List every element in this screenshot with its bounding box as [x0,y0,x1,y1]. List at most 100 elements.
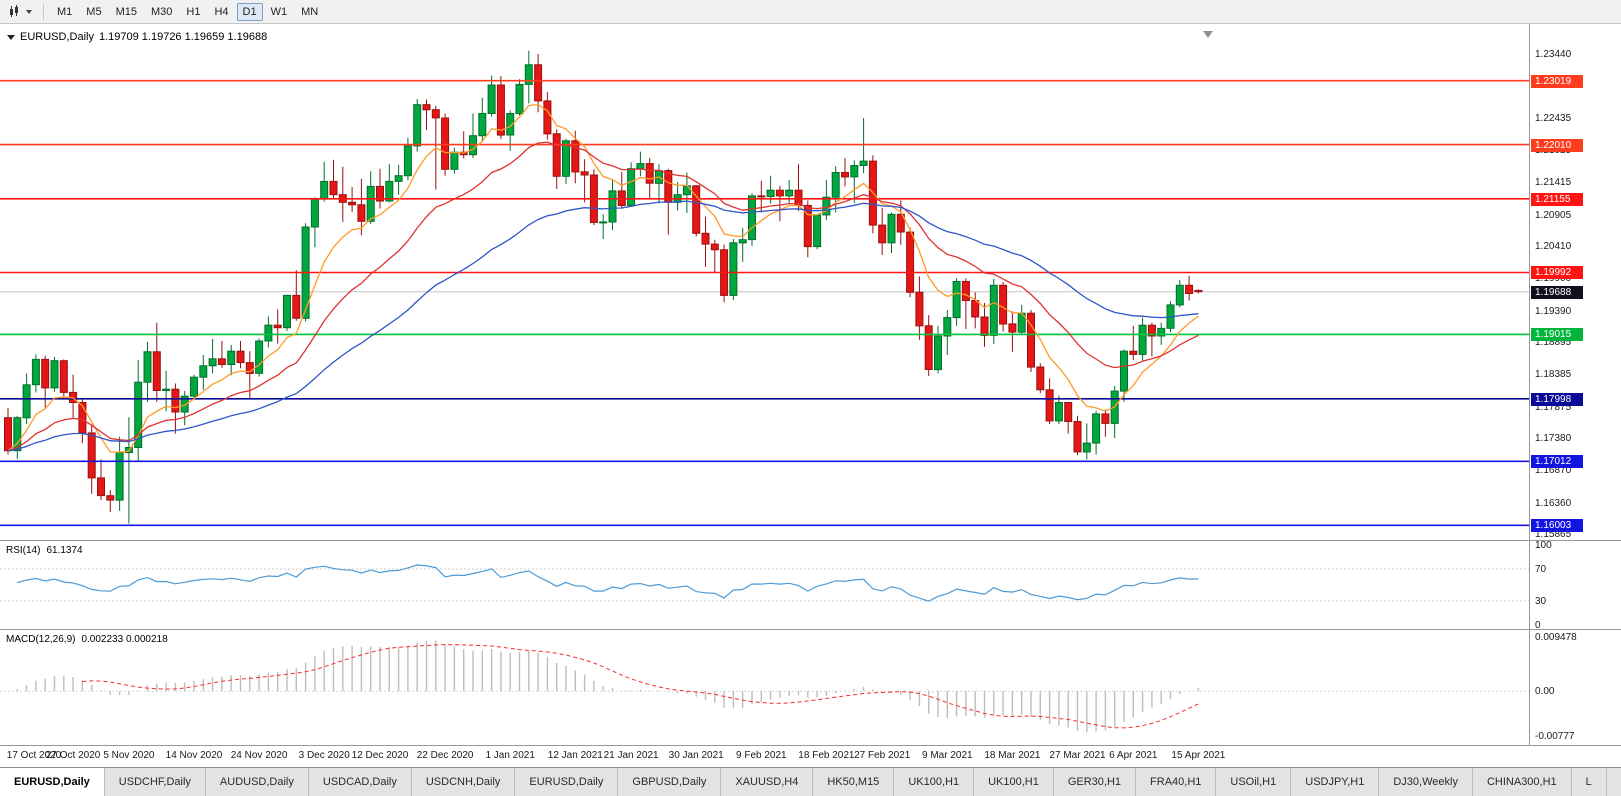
price-level-badge: 1.19992 [1531,266,1583,280]
chart-tab[interactable]: AUDUSD,Daily [205,768,309,796]
chevron-down-icon [26,9,32,14]
pane-separator[interactable] [0,745,1621,746]
rsi-chart-canvas[interactable] [0,541,1529,629]
rsi-line [17,564,1199,602]
time-axis-label: 9 Mar 2021 [922,750,973,761]
chart-tab[interactable]: HK50,M15 [813,768,895,796]
rsi-indicator-label: RSI(14) 61.1374 [6,545,83,556]
timeframe-button-m30[interactable]: M30 [145,3,178,21]
time-axis[interactable]: 17 Oct 2020 27 Oct 2020 5 Nov 2020 14 Nov 2… [0,746,1529,767]
price-axis-tick: 1.16360 [1535,497,1572,509]
chart-tab[interactable]: UK100,H1 [894,768,975,796]
price-axis-tick: 1.17875 [1535,401,1572,413]
price-axis-tick: 1.23440 [1535,48,1572,60]
chart-tab[interactable]: EURUSD,Daily [0,768,105,796]
rsi-value: 61.1374 [46,545,83,556]
current-price-badge: 1.19688 [1531,285,1583,299]
candlestick-chart-icon [10,5,18,17]
timeframe-button-m1[interactable]: M1 [51,3,78,21]
timeframe-button-d1[interactable]: D1 [236,2,263,21]
time-axis-label: 3 Dec 2020 [298,750,350,761]
price-axis-tick: 1.18895 [1535,336,1572,348]
timeframe-toolbar: M1 M5 M15 M30 H1 H4 D1 W1 MN [0,0,1621,24]
time-axis-label: 6 Apr 2021 [1109,750,1158,761]
macd-values: 0.002233 0.000218 [81,634,168,645]
timeframe-button-m5[interactable]: M5 [80,3,107,21]
price-axis-tick: 1.21415 [1535,177,1572,189]
macd-axis-label: 0.00 [1535,686,1555,698]
pane-separator[interactable] [0,540,1621,541]
time-axis-label: 18 Feb 2021 [798,750,855,761]
time-axis-label: 17 Oct 2020 [6,750,62,761]
macd-name: MACD(12,26,9) [6,634,76,645]
timeframe-button-h4[interactable]: H4 [208,3,234,21]
chart-tab[interactable]: USOil,H1 [1216,768,1292,796]
rsi-axis-label: 70 [1535,564,1547,575]
chart-tab[interactable]: L [1571,768,1607,796]
timeframe-button-m15[interactable]: M15 [110,3,143,21]
timeframe-button-mn[interactable]: MN [295,3,324,21]
pane-separator[interactable] [0,629,1621,630]
price-level-badge: 1.16003 [1531,519,1583,533]
price-axis-tick: 1.19390 [1535,305,1572,317]
price-axis-tick: 1.22435 [1535,112,1572,124]
chart-shift-marker-icon[interactable] [1203,31,1213,38]
price-axis-tick: 1.15865 [1535,529,1572,540]
chart-tab[interactable]: USDJPY,H1 [1291,768,1380,796]
price-axis-tick: 1.16870 [1535,465,1572,477]
chart-tab[interactable]: XAUUSD,H4 [721,768,814,796]
chart-tab[interactable]: UK100,H1 [974,768,1054,796]
chart-symbol-label: EURUSD,Daily [20,31,94,43]
price-axis-tick: 1.20410 [1535,240,1572,252]
time-axis-label: 18 Mar 2021 [984,750,1041,761]
price-level-badge: 1.22010 [1531,138,1583,152]
chart-tab[interactable]: USDCNH,Daily [411,768,516,796]
chart-ohlc-values: 1.19709 1.19726 1.19659 1.19688 [98,31,268,43]
price-level-badge: 1.19015 [1531,328,1583,342]
time-axis-label: 12 Dec 2020 [351,750,409,761]
chart-type-button[interactable] [4,2,37,21]
chart-tab[interactable]: USDCHF,Daily [104,768,206,796]
price-axis-tick: 1.20905 [1535,209,1572,221]
rsi-name: RSI(14) [6,545,41,556]
chart-tab[interactable]: DJ30,Weekly [1379,768,1473,796]
chart-tab[interactable]: CHINA300,H1 [1472,768,1572,796]
time-axis-label: 27 Feb 2021 [854,750,911,761]
price-level-badge: 1.17998 [1531,392,1583,406]
chart-tab[interactable]: FRA40,H1 [1136,768,1217,796]
rsi-axis-label: 30 [1535,596,1547,607]
rsi-axis-label: 0 [1535,620,1541,631]
chart-tab[interactable]: USDCAD,Daily [308,768,412,796]
time-axis-label: 21 Jan 2021 [603,750,659,761]
ma-fast-line [7,103,1199,453]
ma-medium-line [7,141,1199,452]
price-axis[interactable]: 1.234401.224351.219251.214151.209051.204… [1529,24,1621,746]
time-axis-label: 24 Nov 2020 [230,750,288,761]
time-axis-label: 15 Apr 2021 [1171,750,1226,761]
chart-tab[interactable]: GBPUSD,Daily [618,768,722,796]
chart-title: EURUSD,Daily 1.19709 1.19726 1.19659 1.1… [7,31,267,43]
macd-chart-canvas[interactable] [0,630,1529,745]
price-level-badge: 1.23019 [1531,74,1583,88]
price-chart-canvas[interactable] [0,24,1529,540]
chart-tab[interactable]: EURUSD,Daily [515,768,619,796]
time-axis-label: 22 Dec 2020 [416,750,474,761]
macd-axis-label: -0.00777 [1535,731,1575,742]
toolbar-separator [43,3,44,20]
time-axis-label: 14 Nov 2020 [165,750,223,761]
price-level-badge: 1.17012 [1531,455,1583,469]
timeframe-button-w1[interactable]: W1 [265,3,294,21]
macd-axis-label: 0.009478 [1535,632,1577,643]
time-axis-label: 30 Jan 2021 [668,750,724,761]
chart-tab[interactable]: GER30,H1 [1053,768,1137,796]
price-level-badge: 1.21155 [1531,192,1583,206]
chart-tab-bar: EURUSD,Daily USDCHF,Daily AUDUSD,Daily USDC… [0,767,1621,796]
title-arrow-icon [7,34,15,40]
macd-indicator-label: MACD(12,26,9) 0.002233 0.000218 [6,634,168,645]
price-axis-tick: 1.18385 [1535,369,1572,381]
timeframe-button-h1[interactable]: H1 [180,3,206,21]
time-axis-label: 27 Oct 2020 [45,750,101,761]
time-axis-label: 9 Feb 2021 [735,750,787,761]
ma-slow-line [7,200,1199,452]
